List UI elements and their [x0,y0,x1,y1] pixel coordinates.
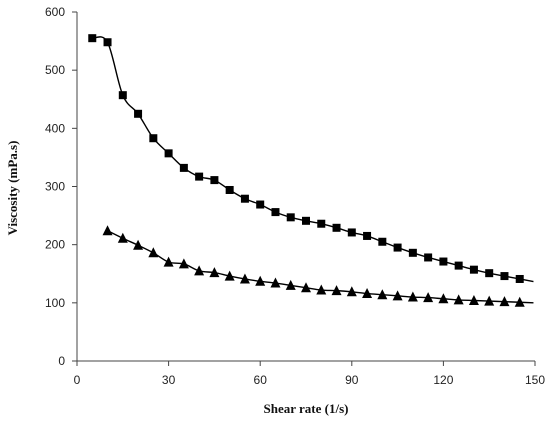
series-1-point [179,163,188,172]
y-tick-label: 500 [45,63,65,77]
series-1-point [485,269,494,278]
series-2-point [362,288,373,299]
series-1-point [195,172,204,181]
series-1-line [92,36,534,283]
series-1-point [332,223,341,232]
series-1-point [225,185,234,194]
series-2-point [117,232,128,243]
series-2-point [423,292,434,303]
series-2-point [148,247,159,258]
series-1-point [408,248,417,257]
x-axis-title: Shear rate (1/s) [264,401,349,416]
y-tick-label: 600 [45,5,65,19]
series-1-point [271,208,280,217]
series-1-point [424,253,433,262]
y-tick-label: 200 [45,238,65,252]
series-2-point [316,284,327,295]
series-2-point [468,295,479,306]
series-2-point [270,277,281,288]
series-1-point [240,194,249,203]
series-2-point [178,258,189,269]
series-2-point [239,273,250,284]
y-tick-label: 300 [45,180,65,194]
series-2-point [163,256,174,267]
series-1-point [149,134,158,143]
x-tick-label: 90 [345,373,359,387]
series-2-point [407,291,418,302]
y-tick-label: 0 [58,354,65,368]
y-tick-label: 400 [45,121,65,135]
x-tick-label: 30 [162,373,176,387]
series-1-point [88,34,97,43]
x-tick-label: 0 [74,373,81,387]
series-2-point [499,296,510,307]
tick-labels: 0 30 60 90 120 150 0 100 200 300 400 500 600 [45,5,545,387]
series-2-point [346,286,357,297]
series-2-point [438,293,449,304]
series-1-point [378,237,387,246]
plot-area [88,34,534,307]
series-1-point [454,261,463,270]
series-2-point [209,267,220,278]
x-tick-label: 150 [525,373,545,387]
series-1-point [103,38,112,47]
y-axis-title: Viscosity (mPa.s) [5,141,20,236]
series-2-point [331,285,342,296]
series-1-point [134,109,143,118]
series-1-point [302,216,310,225]
series-1-point [500,272,509,281]
series-2-point [514,296,525,307]
x-tick-label: 60 [254,373,268,387]
series-1-point [515,274,524,283]
series-2-point [377,289,388,300]
series-1-point [256,200,265,209]
series-1-point [363,231,372,240]
y-tick-label: 100 [45,296,65,310]
series-2-point [392,290,403,301]
series-2-point [255,275,266,286]
series-1-point [469,265,478,274]
series-2-point [224,270,235,281]
series-2-line [107,230,534,304]
axes [72,11,536,366]
series-2-point [194,265,205,276]
series-1-point [439,257,448,266]
series-1-point [317,219,326,228]
series-1-point [393,243,402,252]
series-2-point [285,279,296,290]
x-tick-label: 120 [433,373,453,387]
series-1-point [347,228,356,237]
series-1-point [118,91,127,100]
series-1-point [164,149,173,158]
series-1-point [286,213,295,222]
series-2-point [133,239,144,250]
series-2-point [301,282,311,293]
series-2-point [453,294,464,305]
series-1-point [210,176,219,185]
series-2-point [484,295,495,306]
series-2-point [102,225,113,236]
